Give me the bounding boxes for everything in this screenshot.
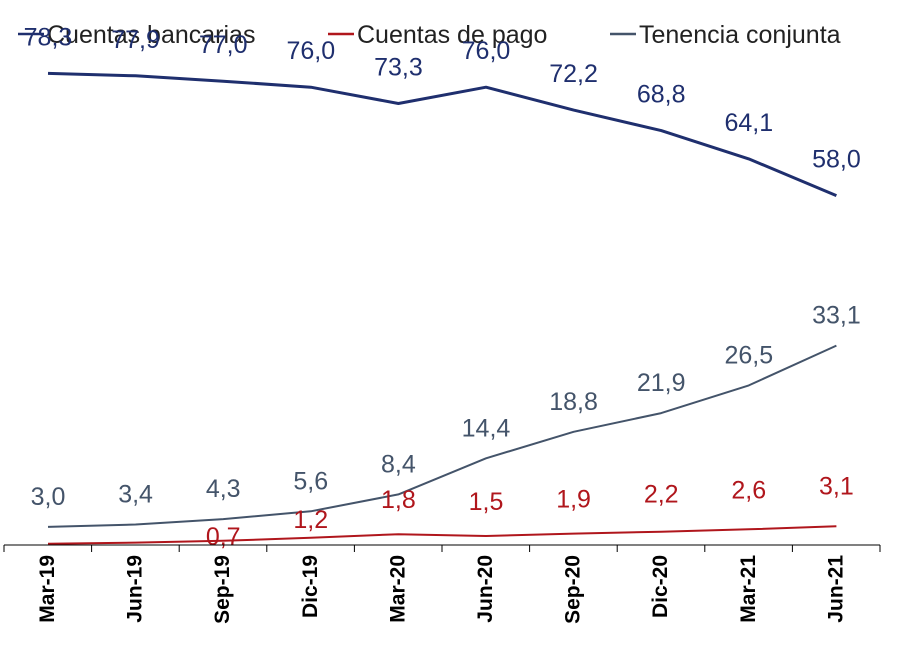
series-line-2 [47, 344, 837, 528]
x-tick-label: Jun-19 [124, 555, 147, 623]
data-label: 14,4 [462, 414, 511, 442]
data-label: 77,9 [111, 26, 160, 54]
data-label: 72,2 [549, 60, 598, 88]
series-tenencia-conjunta: 3,0 3,4 4,3 5,6 8,4 14,4 18,8 21,9 26,5 33,1 [31, 302, 861, 528]
data-label: 2,2 [644, 481, 679, 509]
data-label: 5,6 [293, 467, 328, 495]
x-tick-label: Jun-20 [474, 555, 497, 623]
series-cuentas-de-pago: 0,7 1,2 1,8 1,5 1,9 2,2 2,6 3,1 [47, 472, 854, 551]
data-label: 77,0 [199, 31, 248, 59]
data-label: 1,9 [556, 486, 591, 514]
x-tick-label: Sep-20 [562, 555, 585, 624]
legend-label-2: Tenencia conjunta [639, 21, 841, 49]
x-tick-label: Mar-21 [737, 555, 760, 623]
series-line-1 [47, 525, 837, 545]
data-label: 21,9 [637, 369, 686, 397]
data-label: 2,6 [731, 476, 766, 504]
data-label: 76,0 [286, 37, 335, 65]
x-tick-label: Dic-20 [649, 555, 672, 618]
data-label: 3,0 [31, 483, 66, 511]
data-label: 33,1 [812, 302, 861, 330]
x-tick-label: Mar-20 [386, 555, 409, 623]
data-label: 1,5 [469, 488, 504, 516]
data-label: 26,5 [724, 341, 773, 369]
series-line-0 [47, 71, 837, 197]
legend-label-1: Cuentas de pago [357, 21, 547, 49]
x-tick-label: Jun-21 [824, 555, 847, 623]
series-layer: 3,0 3,4 4,3 5,6 8,4 14,4 18,8 21,9 26,5 33,1 0,7 1,… [24, 23, 861, 550]
data-label: 76,0 [462, 37, 511, 65]
data-label: 3,1 [819, 472, 854, 500]
data-label: 64,1 [724, 109, 773, 137]
x-axis: Mar-19 Jun-19 Sep-19 Dic-19 Mar-20 Jun-20 Sep-… [3, 544, 881, 624]
data-label: 78,3 [24, 23, 73, 51]
data-label: 68,8 [637, 81, 686, 109]
data-label: 0,7 [206, 523, 241, 551]
series-cuentas-bancarias: 78,3 77,9 77,0 76,0 73,3 76,0 72,2 68,8 64,1 58,0 [24, 23, 861, 197]
data-label: 18,8 [549, 388, 598, 416]
data-label: 4,3 [206, 475, 241, 503]
data-label: 8,4 [381, 450, 416, 478]
legend-label-0: Cuentas bancarias [47, 21, 255, 49]
data-label: 58,0 [812, 146, 861, 174]
x-tick-label: Sep-19 [211, 555, 234, 624]
data-label: 1,8 [381, 486, 416, 514]
data-label: 3,4 [118, 481, 153, 509]
data-label: 73,3 [374, 53, 423, 81]
data-label: 1,2 [293, 506, 328, 534]
x-tick-label: Dic-19 [299, 555, 322, 618]
x-tick-label: Mar-19 [36, 555, 59, 623]
legend: Cuentas bancarias Cuentas de pago Tenencia… [18, 21, 841, 49]
